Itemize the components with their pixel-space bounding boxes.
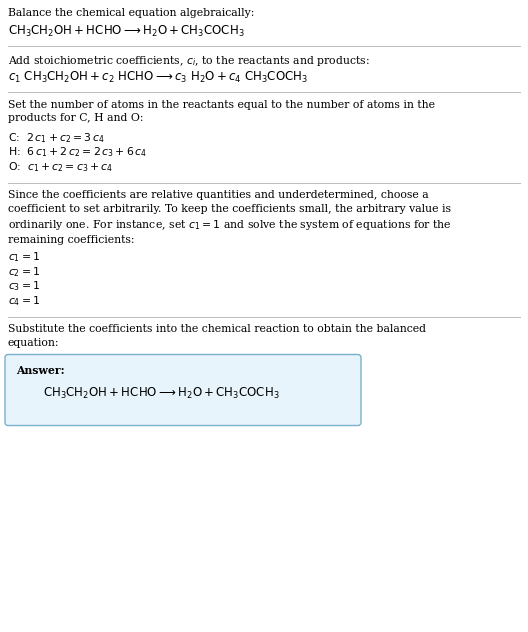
Text: $c_1\ \mathrm{CH_3CH_2OH} + c_2\ \mathrm{HCHO} \longrightarrow c_3\ \mathrm{H_2O: $c_1\ \mathrm{CH_3CH_2OH} + c_2\ \mathrm… — [8, 70, 308, 85]
Text: $c_4 = 1$: $c_4 = 1$ — [8, 294, 40, 308]
Text: Answer:: Answer: — [16, 365, 64, 377]
Text: H:  $6\,c_1 + 2\,c_2 = 2\,c_3 + 6\,c_4$: H: $6\,c_1 + 2\,c_2 = 2\,c_3 + 6\,c_4$ — [8, 145, 147, 159]
FancyBboxPatch shape — [5, 355, 361, 425]
Text: Set the number of atoms in the reactants equal to the number of atoms in the
pro: Set the number of atoms in the reactants… — [8, 100, 435, 123]
Text: Substitute the coefficients into the chemical reaction to obtain the balanced
eq: Substitute the coefficients into the che… — [8, 324, 426, 348]
Text: Balance the chemical equation algebraically:: Balance the chemical equation algebraica… — [8, 8, 254, 18]
Text: $c_2 = 1$: $c_2 = 1$ — [8, 265, 40, 279]
Text: C:  $2\,c_1 + c_2 = 3\,c_4$: C: $2\,c_1 + c_2 = 3\,c_4$ — [8, 131, 105, 145]
Text: Add stoichiometric coefficients, $c_i$, to the reactants and products:: Add stoichiometric coefficients, $c_i$, … — [8, 54, 370, 68]
Text: Since the coefficients are relative quantities and underdetermined, choose a
coe: Since the coefficients are relative quan… — [8, 190, 451, 245]
Text: $c_1 = 1$: $c_1 = 1$ — [8, 250, 40, 264]
Text: $\mathrm{CH_3CH_2OH + HCHO} \longrightarrow \mathrm{H_2O + CH_3COCH_3}$: $\mathrm{CH_3CH_2OH + HCHO} \longrightar… — [8, 23, 244, 39]
Text: $c_3 = 1$: $c_3 = 1$ — [8, 279, 40, 293]
Text: O:  $c_1 + c_2 = c_3 + c_4$: O: $c_1 + c_2 = c_3 + c_4$ — [8, 160, 113, 174]
Text: $\mathrm{CH_3CH_2OH + HCHO} \longrightarrow \mathrm{H_2O + CH_3COCH_3}$: $\mathrm{CH_3CH_2OH + HCHO} \longrightar… — [43, 386, 280, 401]
